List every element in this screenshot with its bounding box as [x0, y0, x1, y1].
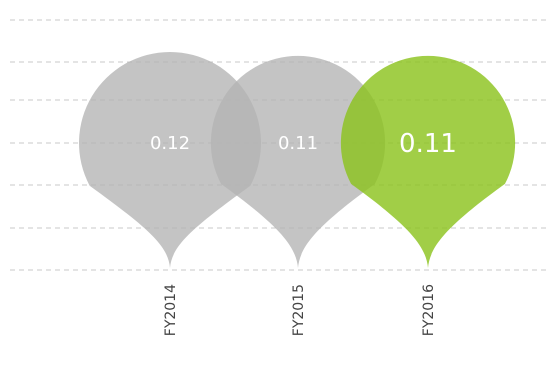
category-label-fy2014: FY2014	[163, 284, 179, 336]
category-label-fy2015: FY2015	[291, 284, 307, 336]
category-label-fy2016: FY2016	[421, 284, 437, 336]
bubble-fy2015	[210, 55, 386, 269]
value-label-fy2014: 0.12	[150, 133, 190, 154]
category-labels: FY2014 FY2015 FY2016	[163, 284, 437, 336]
bubble-fy2014	[79, 52, 261, 269]
value-labels: 0.12 0.11 0.11	[150, 129, 457, 159]
bubble-fy2016	[340, 55, 516, 269]
value-label-fy2016: 0.11	[399, 129, 457, 159]
bubbles	[79, 52, 516, 269]
value-label-fy2015: 0.11	[278, 133, 318, 154]
